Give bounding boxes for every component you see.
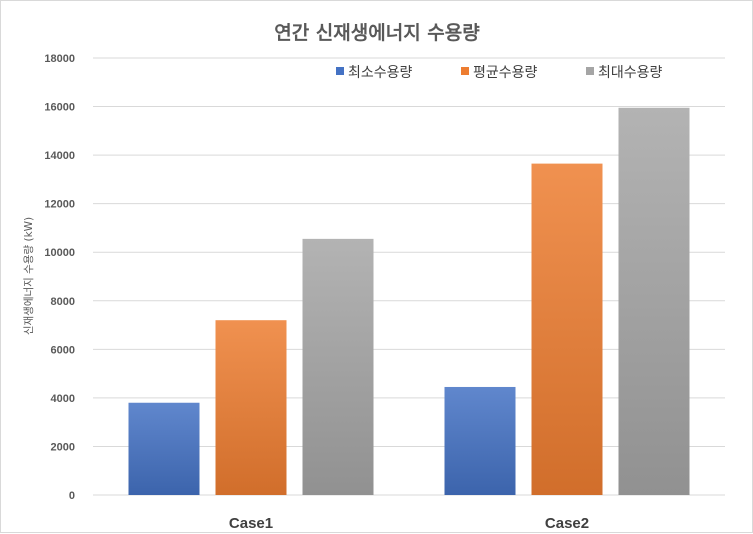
bar-case1-series-3 bbox=[302, 238, 374, 495]
legend: 최소수용량 평균수용량 최대수용량 bbox=[336, 65, 663, 81]
bar-case1-series-2 bbox=[215, 320, 287, 495]
y-tick-label: 18000 bbox=[44, 53, 75, 65]
y-axis-label: 신재생에너지 수용량 (kW) bbox=[23, 217, 35, 335]
bar-case2-series-1 bbox=[444, 386, 516, 495]
x-category-label: Case2 bbox=[545, 515, 589, 532]
legend-label: 최대수용량 bbox=[598, 65, 663, 81]
bar-case1-series-1 bbox=[128, 402, 200, 495]
bar-case2-series-3 bbox=[618, 107, 690, 496]
y-tick-label: 12000 bbox=[44, 199, 75, 211]
bars bbox=[128, 107, 690, 496]
legend-label: 최소수용량 bbox=[348, 65, 413, 81]
x-category-label: Case1 bbox=[229, 515, 273, 532]
y-axis-ticks: 0 2000 4000 6000 8000 10000 12000 14000 16000 180… bbox=[44, 53, 75, 502]
chart-title: 연간 신재생에너지 수용량 bbox=[274, 22, 480, 44]
y-tick-label: 0 bbox=[69, 490, 75, 502]
legend-swatch bbox=[336, 67, 344, 75]
y-tick-label: 10000 bbox=[44, 247, 75, 259]
y-tick-label: 8000 bbox=[51, 296, 75, 308]
legend-swatch bbox=[586, 67, 594, 75]
legend-label: 평균수용량 bbox=[473, 65, 538, 81]
y-tick-label: 6000 bbox=[51, 344, 75, 356]
y-tick-label: 16000 bbox=[44, 102, 75, 114]
y-tick-label: 4000 bbox=[51, 393, 75, 405]
y-tick-label: 2000 bbox=[51, 441, 75, 453]
y-tick-label: 14000 bbox=[44, 150, 75, 162]
legend-swatch bbox=[461, 67, 469, 75]
bar-case2-series-2 bbox=[531, 163, 603, 495]
x-axis-categories: Case1 Case2 bbox=[229, 515, 589, 532]
